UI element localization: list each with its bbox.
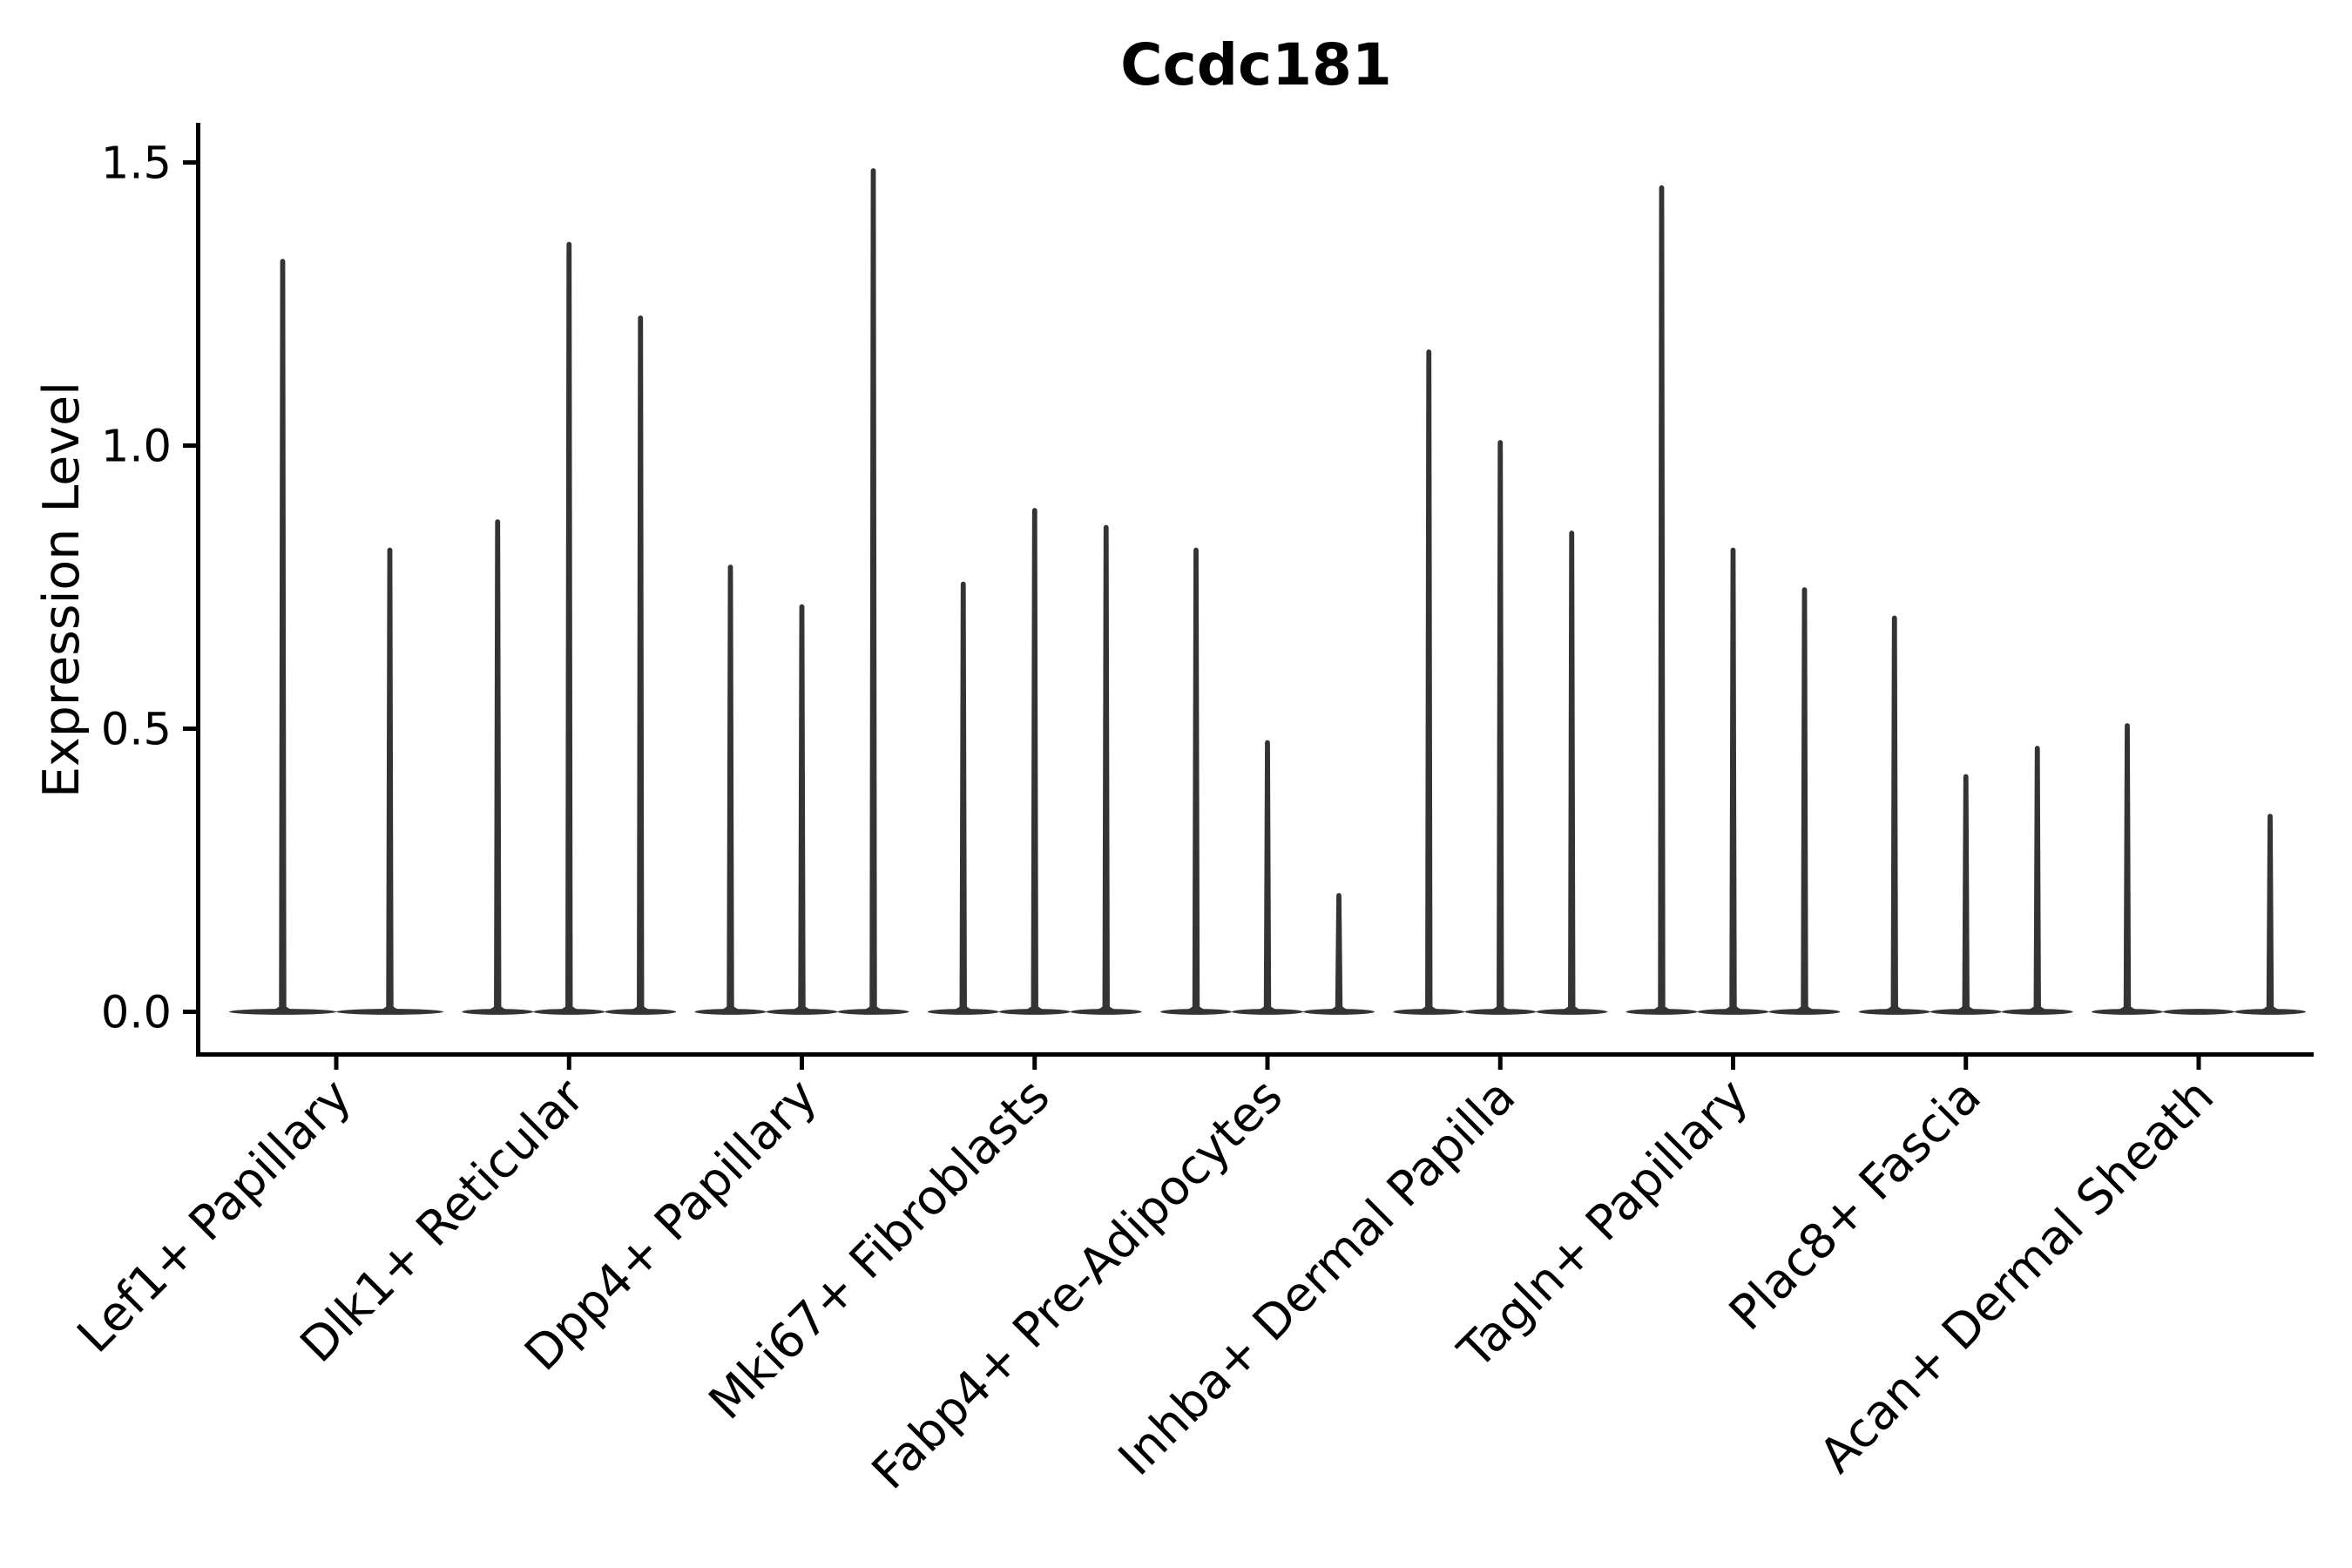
- violin-spike: [944, 581, 982, 1011]
- violin-spike: [551, 241, 588, 1011]
- x-tick-label: Plac8+ Fascia: [1719, 1068, 1991, 1341]
- violin-spike: [1786, 587, 1823, 1011]
- x-tick-label: Inhba+ Dermal Papilla: [1107, 1068, 1525, 1486]
- violin-body: [1930, 1009, 2002, 1015]
- violin-spike: [1553, 531, 1591, 1011]
- violin-body: [1070, 1009, 1142, 1015]
- x-tick-label: Acan+ Dermal Sheath: [1808, 1068, 2224, 1484]
- violin-body: [927, 1009, 999, 1015]
- violin-body: [1536, 1009, 1608, 1015]
- violin-body: [766, 1009, 838, 1015]
- violin-body: [2001, 1009, 2073, 1015]
- violin-spike: [264, 259, 301, 1011]
- violin-spike: [1876, 615, 1913, 1011]
- violin-body: [1303, 1009, 1375, 1015]
- violin-spike: [1947, 774, 1984, 1011]
- violin-spike: [1178, 547, 1214, 1011]
- violin-body: [1625, 1009, 1698, 1015]
- violin-body: [2234, 1009, 2306, 1015]
- violin-spike: [855, 168, 892, 1011]
- violins-layer: [229, 168, 2306, 1015]
- violin-body: [533, 1009, 605, 1015]
- violin-spike: [1410, 349, 1448, 1011]
- violin-spike: [1087, 524, 1125, 1011]
- violin-spike: [712, 564, 749, 1011]
- violin-spike: [2109, 723, 2146, 1011]
- violin-body: [998, 1009, 1071, 1015]
- violin-spike: [1482, 440, 1519, 1011]
- violin-spike: [2018, 746, 2056, 1011]
- violin-spike: [1249, 740, 1286, 1011]
- violin-spike: [371, 547, 409, 1011]
- violin-body: [694, 1009, 767, 1015]
- violin-body: [605, 1009, 677, 1015]
- y-tick-label: 1.0: [101, 422, 172, 473]
- violin-body: [1464, 1009, 1537, 1015]
- violin-spike: [1016, 508, 1053, 1011]
- plot-title: Ccdc181: [1120, 31, 1392, 98]
- violin-body: [2092, 1009, 2163, 1015]
- y-tick-label: 0.5: [101, 705, 172, 756]
- violin-body: [336, 1009, 443, 1015]
- violin-body: [837, 1009, 909, 1015]
- violin-body: [229, 1009, 336, 1015]
- y-tick-label: 1.5: [101, 139, 172, 190]
- violin-body: [1160, 1009, 1232, 1015]
- y-tick-label: 0.0: [101, 988, 172, 1039]
- violin-body: [1393, 1009, 1465, 1015]
- violin-body: [2163, 1009, 2234, 1015]
- violin-spike: [479, 519, 517, 1011]
- violin-body: [1768, 1009, 1841, 1015]
- y-axis-label: Expression Level: [33, 382, 91, 798]
- violin-body: [462, 1009, 534, 1015]
- violin-body: [1232, 1009, 1303, 1015]
- x-tick-label: Fabp4+ Pre-Adipocytes: [861, 1068, 1293, 1500]
- y-axis-ticks: 0.0 0.5 1.0 1.5: [101, 139, 199, 1039]
- violin-spike: [1321, 893, 1357, 1011]
- violin-spike: [783, 604, 821, 1011]
- violin-spike: [1714, 547, 1752, 1011]
- violin-body: [1697, 1009, 1769, 1015]
- violin-body: [1858, 1009, 1930, 1015]
- violin-spike: [1643, 185, 1680, 1011]
- violin-spike: [2252, 814, 2288, 1011]
- violin-spike: [622, 315, 659, 1011]
